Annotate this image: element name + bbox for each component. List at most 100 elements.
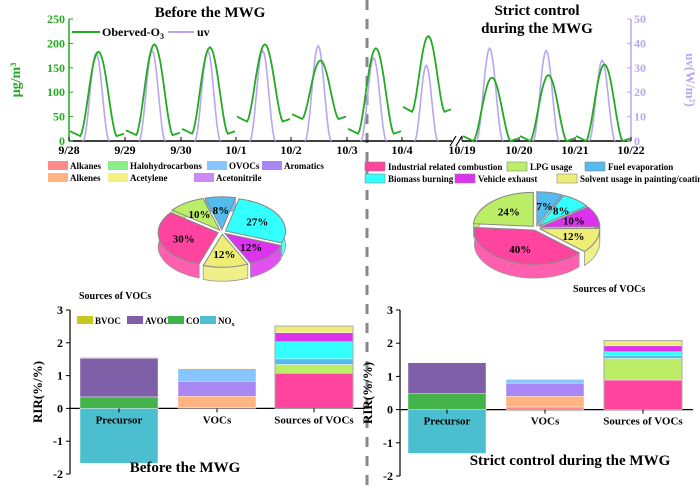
pie-slice-label: 10% [563,216,585,228]
legend-swatch [108,173,128,182]
legend-swatch [48,173,68,182]
y-tick-label: 2 [387,336,393,350]
x-tick-label: VOCs [203,414,232,426]
pie-slice-label: 8% [213,205,230,217]
pie-slice [223,232,282,264]
pie-slice [202,233,249,268]
y-axis-label: RIR(%/%) [360,362,375,424]
y-tick-label: 0 [57,401,63,415]
y-tick-label: -1 [53,434,63,448]
y-tick-label: -2 [53,467,63,481]
y-tick-label-right: 50 [634,12,646,26]
legend-label: Alkanes [70,161,102,171]
bar-segment [274,358,354,365]
legend-label: Aromatics [284,161,324,171]
legend-label: Industrial related combustion [388,162,502,172]
legend-label: Fuel evaporation [608,162,673,172]
pie-slice [204,196,237,231]
bar-segment [274,341,354,360]
legend-swatch [127,316,143,324]
legend-label: Acetylene [130,173,167,183]
bar-chart-title: Before the MWG [130,460,241,476]
pie-slice-label: 12% [213,249,235,261]
x-tick-label: VOCs [531,416,560,428]
y-tick-label: 0 [387,403,393,417]
y-tick-label-right: 10 [634,110,646,124]
bar-segment [177,367,257,369]
bar-segment [79,408,159,464]
x-tick-label: 9/30 [170,143,191,157]
bar-segment [603,379,683,410]
pie-chart-before: 27% 12% 12% 30% 10% 8% Sources of VOCs [79,196,286,302]
y-tick-label-right: 0 [634,134,640,148]
legend-label: CO [186,316,200,326]
pie-slice [536,191,564,228]
pie-slice [171,197,221,232]
bar-chart-during: -2 -1 0 1 2 3 RIR(%/%) Precursor VOCs Sources of … [360,303,693,483]
legend-swatch [556,173,578,184]
y-tick-label: 250 [47,12,65,26]
bar-segment [407,393,487,410]
pie-slice-label: 30% [173,233,195,245]
bar-chart-title: Strict control during the MWG [470,453,671,469]
bar-segment [177,368,257,382]
bar-segment [505,379,585,384]
x-tick-label: 10/19 [448,143,475,157]
title-before: Before the MWG [155,5,266,21]
x-tick-label: 10/20 [505,143,532,157]
y-tick-label: -2 [383,469,393,483]
y-tick-label-right: 40 [634,36,646,50]
pie-caption: Sources of VOCs [573,284,645,295]
bar-segment [177,396,257,408]
y-axis-label-right: uv(W/m²) [683,53,698,107]
legend-label: Biomass burning [388,174,454,184]
legend-swatch [584,161,606,172]
x-tick-label: Precursor [424,416,471,428]
legend-label: Solvent usage in painting/coating [580,174,700,184]
title-during-line2: during the MWG [481,21,593,37]
series-o3-line [69,34,631,143]
y-tick-label: 3 [387,303,393,317]
legend-swatch [454,173,476,184]
x-tick-label: 10/3 [336,143,357,157]
bar-segment [79,357,159,359]
x-tick-label: 9/29 [114,143,135,157]
pie-slice-label: 27% [246,217,268,229]
bar-segment [505,406,585,410]
pie-slice-label: 7% [536,201,553,213]
pie-slice [224,198,286,244]
legend-swatch [506,161,528,172]
x-tick-label: Sources of VOCs [274,414,354,426]
source-legend: Industrial related combustion LPG usage Fu… [364,161,700,184]
y-tick-label: 150 [47,61,65,75]
bar-segment [505,396,585,408]
voc-legend: Alkanes Halohydrocarbons OVOCs Aromatics Alk… [48,161,324,183]
bar-segment [79,358,159,398]
pie-slice [472,191,534,227]
pie-slice-label: 8% [553,205,570,217]
y-axis-label: µg/m³ [9,63,24,98]
axis-break-mark [455,135,463,147]
legend-label: BVOC [95,316,121,326]
legend-label: Acetonitrile [216,173,261,183]
y-tick-label: 100 [47,85,65,99]
y-tick-label: 200 [47,36,65,50]
legend-label: LPG usage [530,162,572,172]
y-tick-label: 1 [387,369,393,383]
legend-label: OVOCs [229,161,260,171]
pie-slice [538,194,588,227]
bar-segment [79,396,159,409]
bar-segment [407,362,487,394]
x-tick-label: 10/1 [225,143,246,157]
y-tick-label: -1 [383,436,393,450]
bar-segment [603,358,683,381]
pie-slice [157,211,219,265]
pie-slice [539,206,601,228]
legend-label-uv: uv [197,25,210,39]
legend-label-o3: Oberved-O3 [102,25,164,41]
y-tick-label: 1 [57,369,63,383]
bar-segment [274,325,354,333]
legend-label: Alkenes [70,173,101,183]
x-tick-label: Sources of VOCs [603,416,683,428]
